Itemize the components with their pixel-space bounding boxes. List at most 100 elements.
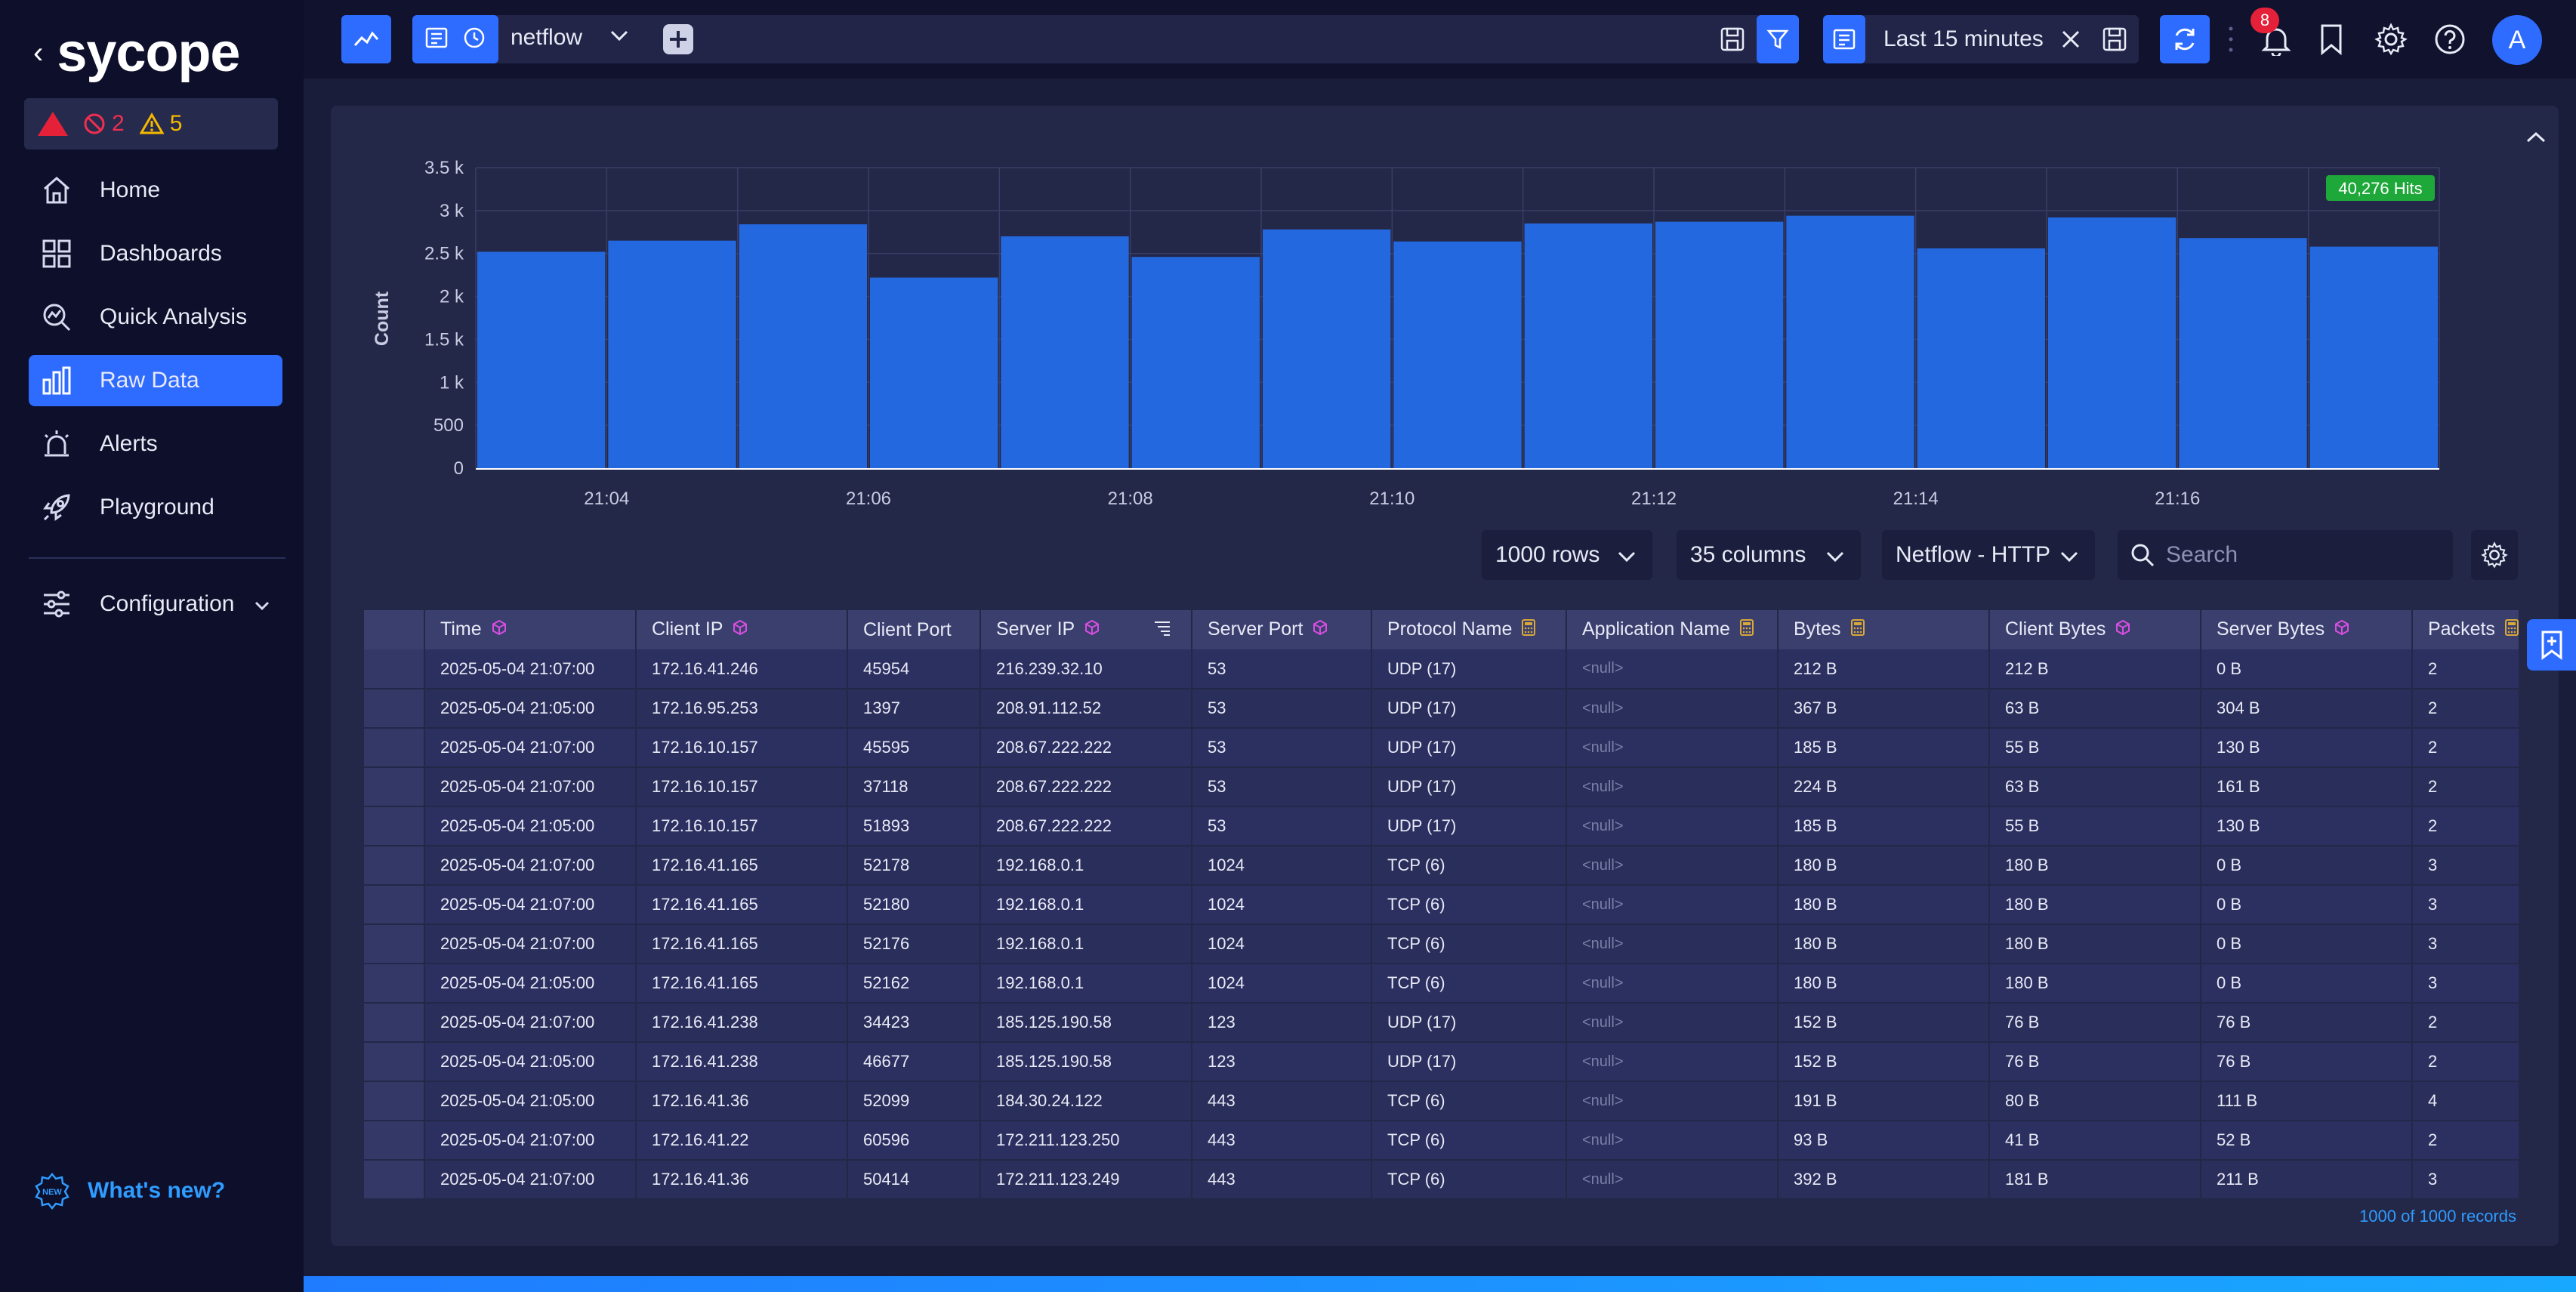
whats-new-link[interactable]: NEW What's new? bbox=[33, 1172, 225, 1210]
histogram-bar[interactable] bbox=[1263, 229, 1391, 468]
view-select[interactable]: Netflow - HTTP bbox=[1882, 530, 2095, 580]
row-select-cell[interactable] bbox=[364, 1042, 425, 1082]
column-header-server-port[interactable]: Server Port bbox=[1192, 610, 1372, 649]
column-header-bytes[interactable]: Bytes bbox=[1778, 610, 1990, 649]
histogram-bar[interactable] bbox=[2179, 238, 2307, 468]
histogram-bar[interactable] bbox=[1001, 236, 1129, 468]
user-avatar[interactable]: A bbox=[2492, 15, 2542, 65]
source-selector-value[interactable]: netflow bbox=[511, 25, 583, 50]
logo[interactable]: ‹ sycope bbox=[33, 23, 240, 83]
table-settings-button[interactable] bbox=[2471, 530, 2518, 580]
histogram-bar[interactable] bbox=[739, 224, 867, 468]
nav-item-home[interactable]: Home bbox=[29, 165, 282, 216]
histogram-bar[interactable] bbox=[1524, 223, 1652, 468]
row-select-cell[interactable] bbox=[364, 1081, 425, 1121]
histogram-bar[interactable] bbox=[1917, 248, 2045, 468]
critical-alerts[interactable]: 2 bbox=[83, 111, 125, 137]
nav-item-alerts[interactable]: Alerts bbox=[29, 418, 282, 470]
table-row[interactable]: 2025-05-04 21:05:00 172.16.41.238 46677 185… bbox=[364, 1042, 2519, 1082]
table-row[interactable]: 2025-05-04 21:07:00 172.16.41.165 52180 192… bbox=[364, 885, 2519, 925]
bookmark-panel-tab[interactable] bbox=[2527, 619, 2576, 671]
table-row[interactable]: 2025-05-04 21:07:00 172.16.41.36 50414 172.… bbox=[364, 1160, 2519, 1200]
select-column-header[interactable] bbox=[364, 610, 425, 649]
table-row[interactable]: 2025-05-04 21:07:00 172.16.41.165 52178 192… bbox=[364, 846, 2519, 886]
table-row[interactable]: 2025-05-04 21:07:00 172.16.41.238 34423 185… bbox=[364, 1003, 2519, 1043]
filter-button[interactable] bbox=[1757, 15, 1799, 63]
table-row[interactable]: 2025-05-04 21:07:00 172.16.41.22 60596 172.… bbox=[364, 1121, 2519, 1161]
histogram-bar[interactable] bbox=[2309, 246, 2438, 468]
dashboards-icon bbox=[39, 236, 74, 271]
search-input[interactable] bbox=[2166, 542, 2438, 568]
row-select-cell[interactable] bbox=[364, 1003, 425, 1043]
table-row[interactable]: 2025-05-04 21:07:00 172.16.41.165 52176 192… bbox=[364, 924, 2519, 964]
row-select-cell[interactable] bbox=[364, 964, 425, 1004]
help-icon[interactable] bbox=[2433, 23, 2466, 56]
histogram-bar[interactable] bbox=[1393, 241, 1522, 468]
settings-gear-icon[interactable] bbox=[2374, 23, 2408, 56]
histogram-bar[interactable] bbox=[870, 277, 998, 468]
table-row[interactable]: 2025-05-04 21:05:00 172.16.10.157 51893 208… bbox=[364, 806, 2519, 846]
bookmark-icon[interactable] bbox=[2318, 23, 2344, 56]
columns-select[interactable]: 35 columns bbox=[1677, 530, 1861, 580]
histogram-bar[interactable] bbox=[1655, 221, 1784, 468]
nav-item-quick-analysis[interactable]: Quick Analysis bbox=[29, 291, 282, 343]
row-select-cell[interactable] bbox=[364, 846, 425, 886]
column-header-client-port[interactable]: Client Port bbox=[847, 610, 981, 649]
save-query-icon[interactable] bbox=[424, 26, 449, 53]
row-select-cell[interactable] bbox=[364, 885, 425, 925]
table-row[interactable]: 2025-05-04 21:07:00 172.16.41.246 45954 216… bbox=[364, 649, 2519, 689]
add-query-icon[interactable] bbox=[662, 23, 695, 56]
bell-icon[interactable] bbox=[2261, 24, 2291, 56]
row-select-cell[interactable] bbox=[364, 806, 425, 846]
column-header-client-bytes[interactable]: Client Bytes bbox=[1989, 610, 2201, 649]
table-row[interactable]: 2025-05-04 21:05:00 172.16.41.36 52099 184.… bbox=[364, 1081, 2519, 1121]
close-icon[interactable] bbox=[2060, 29, 2081, 50]
row-select-cell[interactable] bbox=[364, 924, 425, 964]
table-row[interactable]: 2025-05-04 21:05:00 172.16.41.165 52162 192… bbox=[364, 964, 2519, 1004]
column-header-application-name[interactable]: Application Name bbox=[1566, 610, 1779, 649]
sort-descending-icon[interactable] bbox=[1153, 619, 1171, 641]
nav-item-playground[interactable]: Playground bbox=[29, 482, 282, 533]
row-select-cell[interactable] bbox=[364, 728, 425, 768]
row-select-cell[interactable] bbox=[364, 689, 425, 729]
histogram-bar[interactable] bbox=[608, 240, 736, 468]
histogram-bar[interactable] bbox=[477, 251, 606, 468]
rows-select[interactable]: 1000 rows bbox=[1482, 530, 1652, 580]
collapse-sidebar-icon[interactable]: ‹ bbox=[33, 35, 44, 69]
warning-alerts[interactable]: 5 bbox=[139, 111, 182, 137]
column-header-packets[interactable]: Packets bbox=[2412, 610, 2519, 649]
column-header-protocol-name[interactable]: Protocol Name bbox=[1371, 610, 1567, 649]
records-count: 1000 of 1000 records bbox=[2359, 1207, 2516, 1226]
table-row[interactable]: 2025-05-04 21:07:00 172.16.10.157 37118 208… bbox=[364, 767, 2519, 807]
history-icon[interactable] bbox=[462, 26, 486, 54]
histogram-bar[interactable] bbox=[1131, 257, 1260, 468]
column-header-server-bytes[interactable]: Server Bytes bbox=[2201, 610, 2413, 649]
column-header-server-ip[interactable]: Server IP bbox=[980, 610, 1192, 649]
cell-server-bytes: 0 B bbox=[2201, 846, 2413, 886]
histogram-bar[interactable] bbox=[2048, 217, 2176, 468]
time-presets-button[interactable] bbox=[1823, 15, 1865, 63]
table-row[interactable]: 2025-05-04 21:07:00 172.16.10.157 45595 208… bbox=[364, 728, 2519, 768]
nav-item-configuration[interactable]: Configuration bbox=[39, 578, 282, 630]
column-header-time[interactable]: Time bbox=[424, 610, 637, 649]
alerts-summary[interactable]: 2 5 bbox=[24, 98, 278, 150]
chevron-down-icon[interactable] bbox=[254, 591, 270, 617]
save-filter-icon[interactable] bbox=[1719, 26, 1746, 53]
histogram-bar[interactable] bbox=[1786, 215, 1914, 468]
nav-item-dashboards[interactable]: Dashboards bbox=[29, 228, 282, 279]
visualization-toggle-button[interactable] bbox=[341, 15, 391, 63]
more-vertical-icon[interactable] bbox=[2228, 24, 2234, 54]
row-select-cell[interactable] bbox=[364, 649, 425, 689]
time-range-value[interactable]: Last 15 minutes bbox=[1883, 26, 2044, 51]
row-select-cell[interactable] bbox=[364, 767, 425, 807]
row-select-cell[interactable] bbox=[364, 1121, 425, 1161]
nav-item-raw-data[interactable]: Raw Data bbox=[29, 355, 282, 406]
table-row[interactable]: 2025-05-04 21:05:00 172.16.95.253 1397 208.… bbox=[364, 689, 2519, 729]
row-select-cell[interactable] bbox=[364, 1160, 425, 1200]
refresh-button[interactable] bbox=[2160, 15, 2210, 63]
column-header-client-ip[interactable]: Client IP bbox=[636, 610, 848, 649]
chevron-down-icon[interactable] bbox=[609, 29, 630, 42]
save-time-icon[interactable] bbox=[2101, 26, 2128, 53]
cell-time: 2025-05-04 21:07:00 bbox=[424, 1003, 637, 1043]
collapse-chart-icon[interactable] bbox=[2524, 130, 2548, 149]
